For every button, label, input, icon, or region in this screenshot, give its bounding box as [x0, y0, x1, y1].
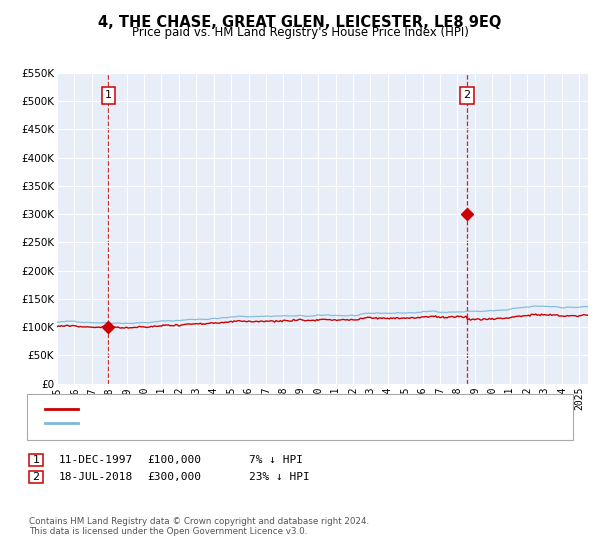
Text: This data is licensed under the Open Government Licence v3.0.: This data is licensed under the Open Gov… [29, 528, 307, 536]
Text: Contains HM Land Registry data © Crown copyright and database right 2024.: Contains HM Land Registry data © Crown c… [29, 517, 369, 526]
Text: 2: 2 [32, 472, 40, 482]
Text: HPI: Average price, detached house, Harborough: HPI: Average price, detached house, Harb… [83, 418, 353, 428]
Text: 11-DEC-1997: 11-DEC-1997 [59, 455, 133, 465]
Text: 4, THE CHASE, GREAT GLEN, LEICESTER, LE8 9EQ (detached house): 4, THE CHASE, GREAT GLEN, LEICESTER, LE8… [83, 404, 441, 414]
Text: 23% ↓ HPI: 23% ↓ HPI [249, 472, 310, 482]
Text: 1: 1 [105, 90, 112, 100]
Text: 2: 2 [463, 90, 470, 100]
Text: Price paid vs. HM Land Registry's House Price Index (HPI): Price paid vs. HM Land Registry's House … [131, 26, 469, 39]
Text: £100,000: £100,000 [147, 455, 201, 465]
Text: £300,000: £300,000 [147, 472, 201, 482]
Text: 1: 1 [32, 455, 40, 465]
Text: 7% ↓ HPI: 7% ↓ HPI [249, 455, 303, 465]
Text: 4, THE CHASE, GREAT GLEN, LEICESTER, LE8 9EQ: 4, THE CHASE, GREAT GLEN, LEICESTER, LE8… [98, 15, 502, 30]
Text: 18-JUL-2018: 18-JUL-2018 [59, 472, 133, 482]
